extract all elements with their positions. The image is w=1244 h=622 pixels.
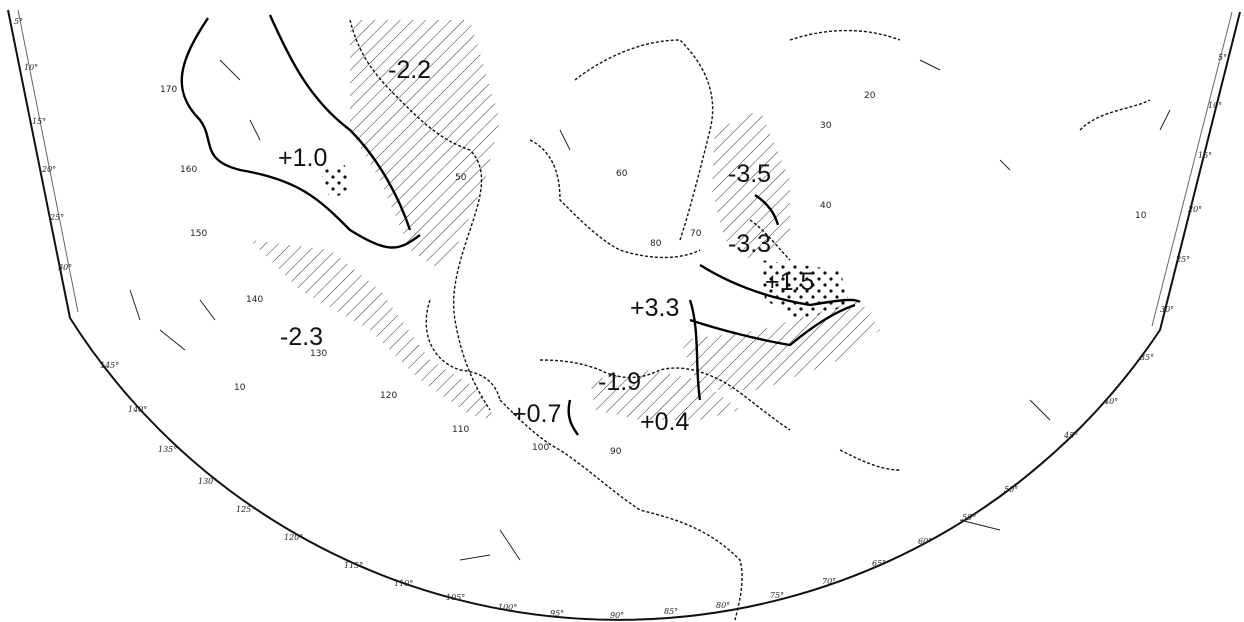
anomaly-label: +1.5: [765, 268, 814, 296]
latitude-labels: 5° 10° 15° 20° 25° 30° 5° 10° 15° 20° 25…: [14, 17, 1227, 440]
lon-label: 60°: [918, 537, 932, 546]
anomaly-label: -3.3: [728, 230, 771, 258]
longitude-labels: 145° 140° 135° 130° 125° 120° 115° 110° …: [100, 361, 1018, 620]
isoline-label: 10: [1135, 211, 1147, 221]
lon-label: 120°: [284, 533, 303, 542]
lon-label: 85°: [664, 607, 678, 616]
anomaly-label: -2.2: [388, 56, 431, 84]
lon-label: 70°: [822, 577, 836, 586]
lon-label: 110°: [394, 579, 413, 588]
isoline-label: 60: [616, 169, 628, 179]
zero-isolines: [180, 14, 861, 436]
anomaly-label: +0.4: [640, 408, 689, 436]
lon-label: 115°: [344, 561, 363, 570]
isoline-label: 170: [160, 85, 177, 95]
lon-label: 145°: [100, 361, 119, 370]
isoline-labels: 10 10 20 30 40 50 60 70 80 90 100 110 12…: [160, 85, 1147, 457]
lat-label: 45°: [1063, 431, 1078, 440]
isoline-label: 160: [180, 165, 197, 175]
lat-label: 20°: [41, 165, 56, 174]
lon-label: 75°: [770, 591, 784, 600]
lat-label: 5°: [14, 17, 23, 26]
wind-sticks: [129, 59, 1171, 561]
isoline-label: 40: [820, 201, 832, 211]
lat-label: 15°: [32, 117, 46, 126]
lat-label: 35°: [1140, 353, 1154, 362]
lon-label: 130°: [198, 477, 217, 486]
isoline-label: 50: [455, 173, 467, 183]
isoline-label: 120: [380, 391, 397, 401]
lat-label: 25°: [49, 213, 64, 222]
lon-label: 125°: [236, 505, 255, 514]
lat-label: 15°: [1198, 151, 1212, 160]
lon-label: 50°: [1004, 485, 1018, 494]
lon-label: 105°: [446, 593, 465, 602]
lat-label: 10°: [24, 63, 38, 72]
isoline-label: 150: [190, 229, 207, 239]
positive-anomaly-areas: [320, 165, 850, 320]
isoline-label: 140: [246, 295, 263, 305]
anomaly-label: +1.0: [278, 144, 327, 172]
lon-label: 140°: [128, 405, 147, 414]
negative-anomaly-areas: [250, 20, 880, 420]
isoline-label: 130: [310, 349, 327, 359]
lat-label: 30°: [1160, 305, 1174, 314]
isoline-label: 70: [690, 229, 702, 239]
anomaly-label: -2.3: [280, 323, 323, 351]
lon-label: 95°: [550, 609, 564, 618]
coastlines: [349, 19, 1151, 621]
lon-label: 90°: [610, 611, 624, 620]
anomaly-label: +0.7: [512, 400, 561, 428]
isoline-label: 90: [610, 447, 622, 457]
lon-label: 135°: [158, 445, 177, 454]
anomaly-label: -3.5: [728, 160, 771, 188]
anomaly-label: +3.3: [630, 294, 679, 322]
lat-label: 30°: [58, 263, 72, 272]
lat-label: 10°: [1208, 101, 1222, 110]
lon-label: 65°: [872, 559, 886, 568]
isoline-label: 10: [234, 383, 246, 393]
isoline-label: 20: [864, 91, 876, 101]
lat-label: 25°: [1175, 255, 1190, 264]
map-boundary: [7, 9, 1241, 621]
anomaly-label: -1.9: [598, 368, 641, 396]
lat-label: 20°: [1187, 205, 1202, 214]
lat-label: 40°: [1103, 397, 1118, 406]
lon-label: 80°: [716, 601, 730, 610]
isoline-label: 110: [452, 425, 469, 435]
isoline-label: 100: [532, 443, 549, 453]
isoline-label: 30: [820, 121, 832, 131]
lon-label: 100°: [498, 603, 517, 612]
anomaly-labels: -2.2 +1.0 -3.5 -3.3 +1.5 +3.3 -2.3 -1.9 …: [278, 56, 814, 436]
isoline-label: 80: [650, 239, 662, 249]
lon-label: 55°: [962, 513, 976, 522]
lat-label: 5°: [1218, 53, 1227, 62]
